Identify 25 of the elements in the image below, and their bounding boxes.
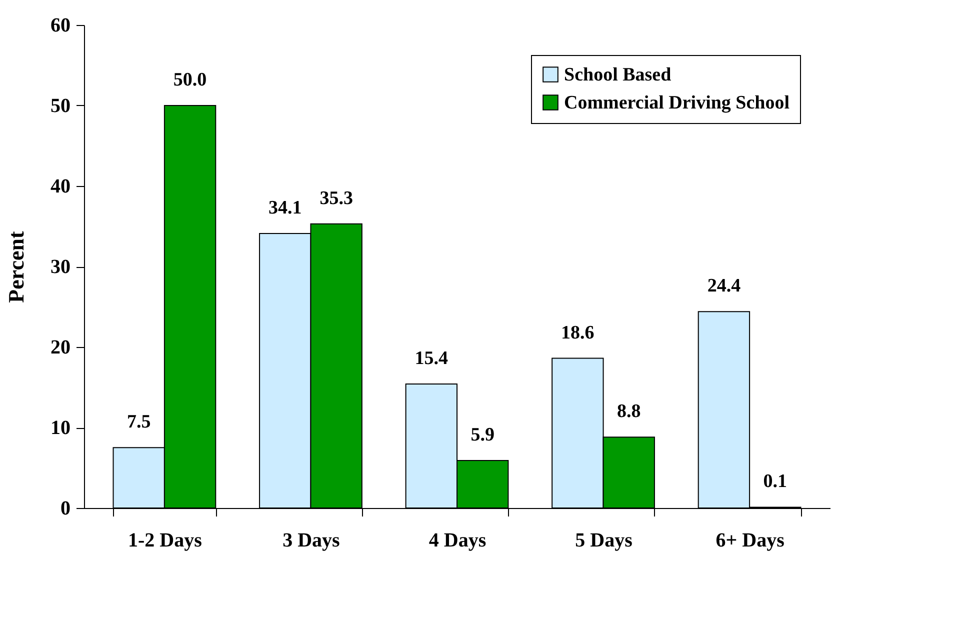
text: 35.3 (320, 188, 353, 209)
text: 34.1 (268, 197, 302, 218)
text: 24.4 (707, 276, 741, 297)
text: 8.8 (617, 401, 641, 422)
text: 0.1 (763, 471, 788, 492)
text: 7.5 (126, 412, 151, 433)
x-tick-label: 1-2 Days (128, 530, 202, 552)
legend-label: School Based (564, 64, 672, 86)
y-tick-label: 60 (50, 14, 70, 36)
y-tick-label: 20 (50, 336, 70, 358)
y-tick-label: 40 (50, 176, 70, 198)
text: 50.0 (173, 70, 207, 90)
legend-label: Commercial Driving School (564, 92, 790, 114)
y-tick-label: 30 (50, 256, 70, 278)
x-tick-label: 3 Days (282, 530, 340, 552)
y-axis-title: Percent (4, 230, 28, 303)
x-tick-label: 6+ Days (716, 530, 785, 552)
x-tick-label: 4 Days (428, 530, 486, 552)
text: 18.6 (561, 322, 594, 344)
text: 15.4 (414, 348, 448, 370)
x-tick-label: 5 Days (575, 530, 633, 552)
y-tick-label: 10 (50, 417, 70, 439)
y-tick-label: 50 (50, 95, 70, 117)
text: 5.9 (470, 424, 494, 446)
y-tick-label: 0 (60, 498, 70, 520)
